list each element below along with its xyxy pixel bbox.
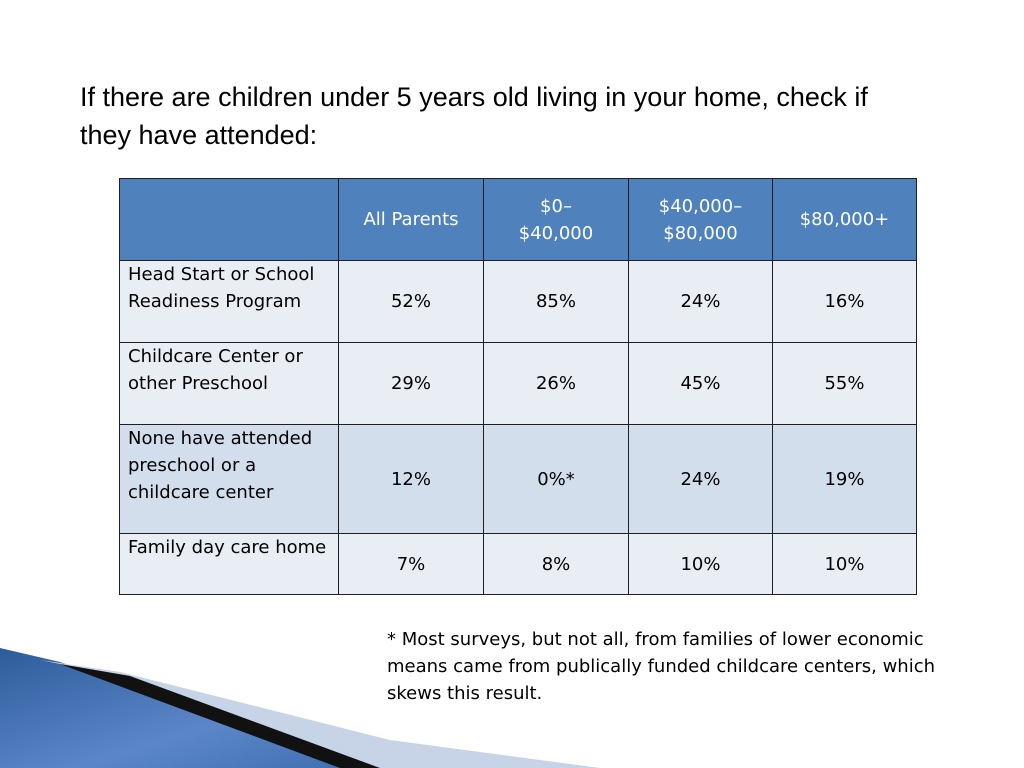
value-cell: 12% bbox=[338, 424, 484, 534]
value-cell: 19% bbox=[772, 424, 917, 534]
table-row: Childcare Center or other Preschool 29% 26… bbox=[119, 342, 917, 425]
value-cell: 0%* bbox=[483, 424, 629, 534]
value-cell: 10% bbox=[628, 533, 773, 595]
header-text: $40,000– bbox=[658, 195, 743, 217]
value-cell: 7% bbox=[338, 533, 484, 595]
table-row: Family day care home 7% 8% 10% 10% bbox=[119, 533, 917, 595]
value-cell: 55% bbox=[772, 342, 917, 425]
row-label: Family day care home bbox=[119, 533, 339, 595]
value-cell: 85% bbox=[483, 260, 629, 343]
header-cell: $0– $40,000 bbox=[483, 178, 629, 261]
header-cell: $80,000+ bbox=[772, 178, 917, 261]
header-cell: $40,000– $80,000 bbox=[628, 178, 773, 261]
value-cell: 29% bbox=[338, 342, 484, 425]
header-text: $80,000 bbox=[663, 222, 738, 244]
table-row: Head Start or School Readiness Program 52… bbox=[119, 260, 917, 343]
value-cell: 52% bbox=[338, 260, 484, 343]
row-label: None have attended preschool or a childc… bbox=[119, 424, 339, 534]
header-row: All Parents $0– $40,000 $40,000– $80,000 $80,… bbox=[119, 178, 917, 261]
row-label: Childcare Center or other Preschool bbox=[119, 342, 339, 425]
value-cell: 16% bbox=[772, 260, 917, 343]
footnote: * Most surveys, but not all, from famili… bbox=[387, 629, 936, 704]
value-cell: 26% bbox=[483, 342, 629, 425]
value-cell: 45% bbox=[628, 342, 773, 425]
swoosh-black bbox=[60, 664, 380, 768]
data-table: All Parents $0– $40,000 $40,000– $80,000 $80,… bbox=[119, 178, 917, 595]
header-cell: All Parents bbox=[338, 178, 484, 261]
header-text: $80,000+ bbox=[799, 209, 890, 230]
value-cell: 24% bbox=[628, 424, 773, 534]
header-cell bbox=[119, 178, 339, 261]
value-cell: 8% bbox=[483, 533, 629, 595]
table-row: None have attended preschool or a childc… bbox=[119, 424, 917, 534]
header-text: All Parents bbox=[363, 209, 459, 230]
heading: If there are children under 5 years old … bbox=[80, 82, 868, 150]
value-cell: 10% bbox=[772, 533, 917, 595]
header-text: $0– bbox=[540, 195, 572, 217]
header-text: $40,000 bbox=[518, 222, 594, 244]
value-cell: 24% bbox=[628, 260, 773, 343]
row-label: Head Start or School Readiness Program bbox=[119, 260, 339, 343]
